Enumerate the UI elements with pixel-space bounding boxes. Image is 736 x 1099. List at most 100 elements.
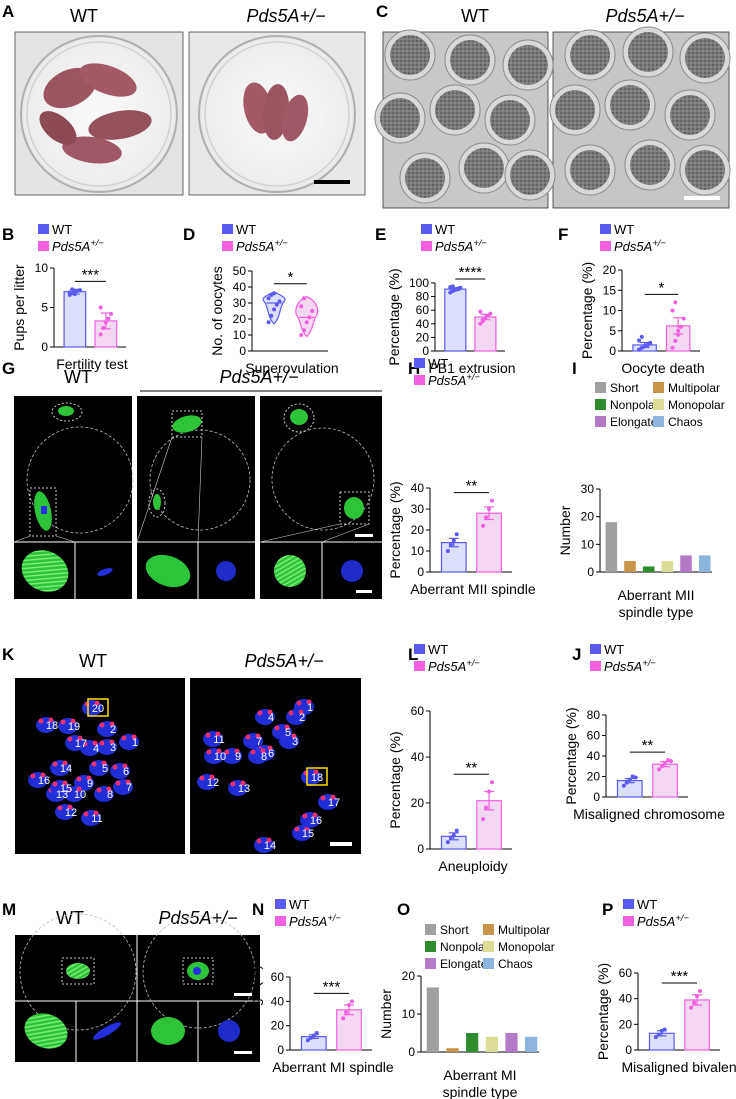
chromosome-number: 6 — [123, 766, 129, 778]
oocyte-cytoplasm — [630, 145, 670, 185]
data-point — [673, 300, 678, 305]
y-tick-label: 20 — [416, 330, 430, 344]
type-legend-swatch — [595, 399, 606, 410]
kinetochore — [230, 781, 236, 787]
scale-bar — [684, 196, 720, 200]
data-point — [639, 334, 644, 339]
data-point — [98, 305, 103, 310]
data-point — [481, 523, 486, 528]
x-axis-label: spindle type — [619, 604, 694, 620]
type-legend-swatch — [595, 382, 606, 393]
kinetochore — [76, 776, 82, 782]
data-point — [272, 291, 277, 296]
oocyte-cytoplasm — [464, 148, 504, 188]
chromosome-number: 10 — [74, 789, 86, 801]
legend-label-wt: WT — [637, 897, 657, 912]
data-point — [624, 780, 629, 785]
x-axis-label: Aberrant MII spindle — [410, 581, 535, 597]
data-point — [627, 777, 632, 782]
y-tick-label: 80 — [416, 290, 430, 304]
data-point — [642, 344, 647, 349]
chromosome-number: 6 — [268, 748, 274, 760]
y-tick-label: 20 — [411, 796, 425, 810]
chromosome-number: 1 — [307, 702, 313, 714]
data-point — [676, 332, 681, 337]
oocyte — [622, 26, 674, 78]
kinetochore — [245, 734, 251, 740]
type-legend-label: Elongated — [610, 415, 664, 429]
x-axis-label: Aberrant MI — [443, 1067, 516, 1083]
panel-letter: J — [572, 645, 581, 664]
type-legend-swatch — [483, 924, 494, 935]
panel-title-left: WT — [64, 367, 92, 387]
kinetochore — [38, 718, 44, 724]
data-point — [453, 287, 458, 292]
data-point — [481, 817, 486, 822]
kinetochore — [274, 725, 280, 731]
chromosome-number: 20 — [92, 703, 104, 715]
y-tick-label: 60 — [587, 729, 601, 743]
kinetochore — [30, 773, 36, 779]
legend-swatch-mut — [414, 661, 425, 671]
kinetochore — [83, 811, 89, 817]
chromosome-number: 12 — [207, 777, 219, 789]
panel-title-right: Pds5A+/− — [246, 6, 325, 26]
y-tick-label: 60 — [411, 704, 425, 718]
y-tick-label: 20 — [402, 969, 416, 983]
boxed-chromosome-frame — [87, 698, 109, 717]
y-axis-label: Percentage (%) — [386, 268, 402, 365]
x-axis-label: spindle type — [443, 1084, 518, 1099]
legend-label-mut: Pds5A+/− — [428, 372, 480, 388]
data-point — [670, 308, 675, 313]
data-point — [98, 332, 103, 337]
y-tick-label: 20 — [587, 770, 601, 784]
x-axis-label: Fertility test — [56, 356, 128, 372]
x-axis-label: Aberrant MII — [617, 587, 694, 603]
kinetochore — [216, 748, 222, 754]
panel-M: M WT Pds5A+/− — [2, 900, 260, 1062]
bar — [474, 316, 497, 352]
data-point — [305, 1038, 310, 1043]
oocyte — [444, 34, 496, 86]
kinetochore — [266, 837, 272, 843]
kinetochore — [94, 700, 100, 706]
kinetochore — [240, 780, 246, 786]
data-point — [451, 538, 456, 543]
kinetochore — [52, 761, 58, 767]
legend-swatch-mut — [623, 916, 634, 926]
type-legend-label: Monopolar — [498, 940, 555, 954]
data-point — [673, 338, 678, 343]
data-point — [314, 1030, 319, 1035]
y-tick-label: 30 — [411, 502, 425, 516]
kinetochore — [40, 772, 46, 778]
y-axis-label: Percentage (%) — [563, 707, 579, 804]
chromosome-number: 4 — [268, 712, 274, 724]
kinetochore — [96, 787, 102, 793]
x-axis-label: PB1 extrusion — [428, 360, 515, 376]
oocyte — [502, 39, 554, 91]
kinetochore — [209, 774, 215, 780]
y-tick-label: 0 — [593, 790, 600, 804]
legend-swatch-mut — [275, 916, 286, 926]
kinetochore — [250, 749, 256, 755]
legend-label-wt: WT — [236, 222, 256, 237]
panel-letter: P — [602, 900, 613, 919]
type-legend-label: Elongated — [440, 957, 494, 971]
data-point — [480, 317, 485, 322]
chromosome-number: 9 — [235, 751, 241, 763]
boxed-chromosome-frame — [306, 767, 328, 786]
data-point — [478, 321, 483, 326]
kinetochore — [284, 724, 290, 730]
chromosome-number: 16 — [310, 815, 322, 827]
bar — [426, 987, 439, 1052]
chromosome-number: 11 — [91, 813, 102, 825]
chromosome-number: 3 — [110, 742, 116, 754]
oocyte — [458, 142, 510, 194]
y-tick-label: 20 — [619, 1017, 633, 1031]
panel-title-right: Pds5A+/− — [244, 651, 323, 671]
chromosome-number: 7 — [126, 782, 132, 794]
